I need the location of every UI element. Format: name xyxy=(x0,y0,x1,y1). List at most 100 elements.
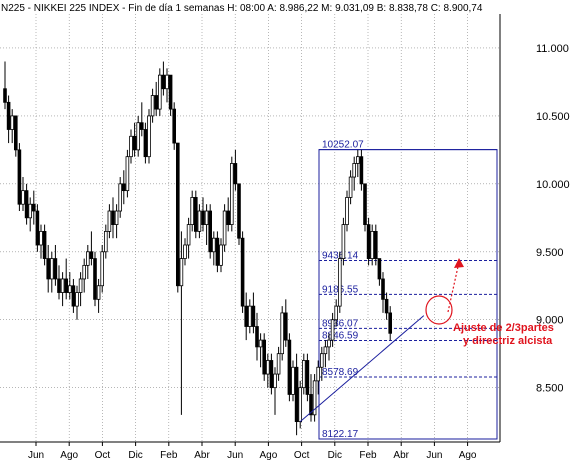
candle-body xyxy=(75,292,79,307)
candle-body xyxy=(363,183,367,226)
candle-body xyxy=(114,210,119,226)
fib-level-label: 8578.69 xyxy=(322,367,359,378)
candle-body xyxy=(384,298,389,314)
annotation-group: Ajuste de 2/3partes y directriz alcista xyxy=(453,322,554,347)
candle-body xyxy=(312,380,317,416)
candle-body xyxy=(298,387,302,423)
candle-body xyxy=(283,312,288,341)
candle-body xyxy=(373,230,378,259)
candle-body xyxy=(186,224,191,246)
candle-body xyxy=(132,135,137,151)
candle-body xyxy=(341,224,346,259)
fibonacci-retracement: 10252.079436.149186.558936.078846.598578… xyxy=(318,140,498,440)
candle-body xyxy=(172,108,177,144)
candle-body xyxy=(319,353,324,368)
candle-body xyxy=(355,156,360,164)
y-tick-label: 10.500 xyxy=(536,111,570,123)
candle-body xyxy=(366,224,371,259)
candle-body xyxy=(201,210,205,226)
candle-body xyxy=(262,339,266,375)
candle-body xyxy=(50,258,54,280)
x-tick-label: Abr xyxy=(194,450,210,461)
candle-body xyxy=(323,346,328,355)
candle-body xyxy=(287,339,292,395)
candle-body xyxy=(104,230,108,253)
candle-body xyxy=(215,237,220,266)
candlestick-series xyxy=(3,61,392,436)
candle-body xyxy=(265,360,270,375)
fib-level-label: 8936.07 xyxy=(322,318,359,329)
trendline-group xyxy=(299,258,464,422)
candle-body xyxy=(294,366,299,423)
x-tick-label: Feb xyxy=(160,450,178,461)
candle-body xyxy=(147,115,151,158)
candle-body xyxy=(35,210,40,246)
highlight-circle xyxy=(425,295,453,325)
x-tick-label: Jun xyxy=(28,450,44,461)
candle-body xyxy=(226,210,231,226)
candle-body xyxy=(388,312,392,334)
candle-body xyxy=(143,129,148,158)
candle-body xyxy=(251,305,256,327)
candle-body xyxy=(337,258,342,307)
candle-body xyxy=(352,163,356,178)
candle-body xyxy=(280,312,284,355)
candle-body xyxy=(150,95,155,117)
candle-body xyxy=(255,326,259,348)
candle-body xyxy=(78,278,83,293)
candle-body xyxy=(190,197,195,226)
candle-body xyxy=(24,190,29,219)
x-tick-label: Dic xyxy=(128,450,142,461)
candle-body xyxy=(233,163,238,185)
candle-body xyxy=(136,122,141,151)
candle-body xyxy=(82,264,87,280)
annotation-arrow-line xyxy=(447,261,460,313)
candle-body xyxy=(122,183,126,192)
candle-body xyxy=(175,142,180,287)
annotation-arrow-head xyxy=(454,258,464,268)
y-tick-label: 10.000 xyxy=(536,179,570,191)
candle-body xyxy=(13,115,18,151)
candle-body xyxy=(237,183,241,239)
candle-body xyxy=(179,258,184,287)
candle-body xyxy=(46,258,50,280)
candle-body xyxy=(42,230,47,259)
y-tick-label: 11.000 xyxy=(536,43,569,55)
candle-body xyxy=(222,210,227,246)
candle-body xyxy=(269,360,274,389)
candle-body xyxy=(258,339,263,348)
candle-body xyxy=(211,237,216,253)
x-tick-label: Abr xyxy=(393,450,409,461)
candle-body xyxy=(111,210,115,226)
candle-body xyxy=(193,197,198,232)
candle-body xyxy=(377,258,382,280)
candle-body xyxy=(125,156,130,192)
candle-body xyxy=(327,339,331,348)
candle-body xyxy=(64,278,69,293)
candle-body xyxy=(370,230,374,259)
y-tick-label: 8.500 xyxy=(536,383,564,395)
fib-level-label: 8122.17 xyxy=(322,429,359,440)
candle-body xyxy=(197,210,202,232)
x-tick-label: Jun xyxy=(426,450,442,461)
candle-body xyxy=(334,305,338,321)
candle-body xyxy=(381,278,385,300)
x-tick-label: Ago xyxy=(260,450,278,461)
candle-body xyxy=(359,156,364,185)
annotation-line-2: y directriz alcista xyxy=(463,335,553,347)
candle-body xyxy=(273,373,277,389)
x-tick-label: Oct xyxy=(294,450,310,461)
candle-body xyxy=(3,88,7,103)
candle-body xyxy=(291,366,295,395)
axes: 8.500 9.000 9.500 10.000 10.500 11.000 Jun Ago O… xyxy=(0,14,570,461)
y-tick-label: 9.000 xyxy=(536,315,564,327)
candle-body xyxy=(68,285,72,293)
candle-body xyxy=(240,237,245,307)
candle-body xyxy=(39,230,43,246)
candle-body xyxy=(345,197,349,226)
candle-body xyxy=(10,115,15,130)
candle-body xyxy=(89,251,94,259)
candle-body xyxy=(53,258,58,280)
candle-body xyxy=(157,74,162,110)
